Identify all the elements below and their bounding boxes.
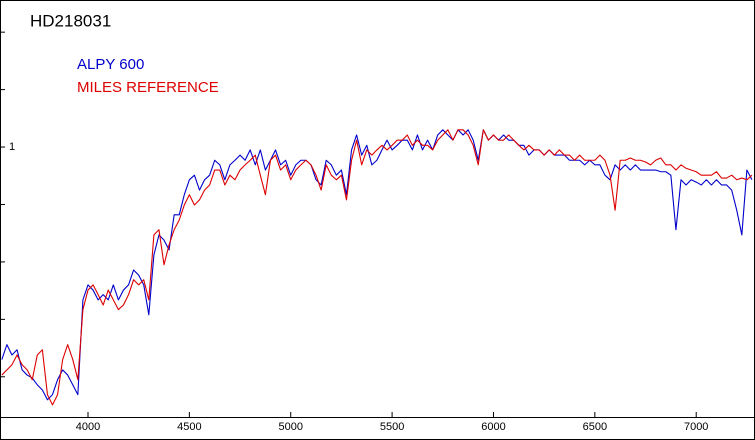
y-tick-label: 1 xyxy=(9,141,15,153)
legend: ALPY 600 MILES REFERENCE xyxy=(77,56,219,96)
legend-entry: ALPY 600 xyxy=(77,56,144,73)
spectrum-line xyxy=(1,129,753,406)
spectrum-line xyxy=(1,129,753,401)
axes: 4000 4500 5000 5500 6000 6500 7000 1 xyxy=(0,31,708,433)
x-tick-label: 5000 xyxy=(278,421,302,433)
plot-area xyxy=(1,129,753,406)
x-tick-label: 7000 xyxy=(684,421,708,433)
x-tick-label: 6000 xyxy=(481,421,505,433)
x-tick-label: 4500 xyxy=(177,421,201,433)
legend-entry: MILES REFERENCE xyxy=(77,79,219,96)
x-tick-label: 5500 xyxy=(380,421,404,433)
chart-title: HD218031 xyxy=(30,11,111,30)
x-tick-label: 6500 xyxy=(583,421,607,433)
x-tick-label: 4000 xyxy=(76,421,100,433)
